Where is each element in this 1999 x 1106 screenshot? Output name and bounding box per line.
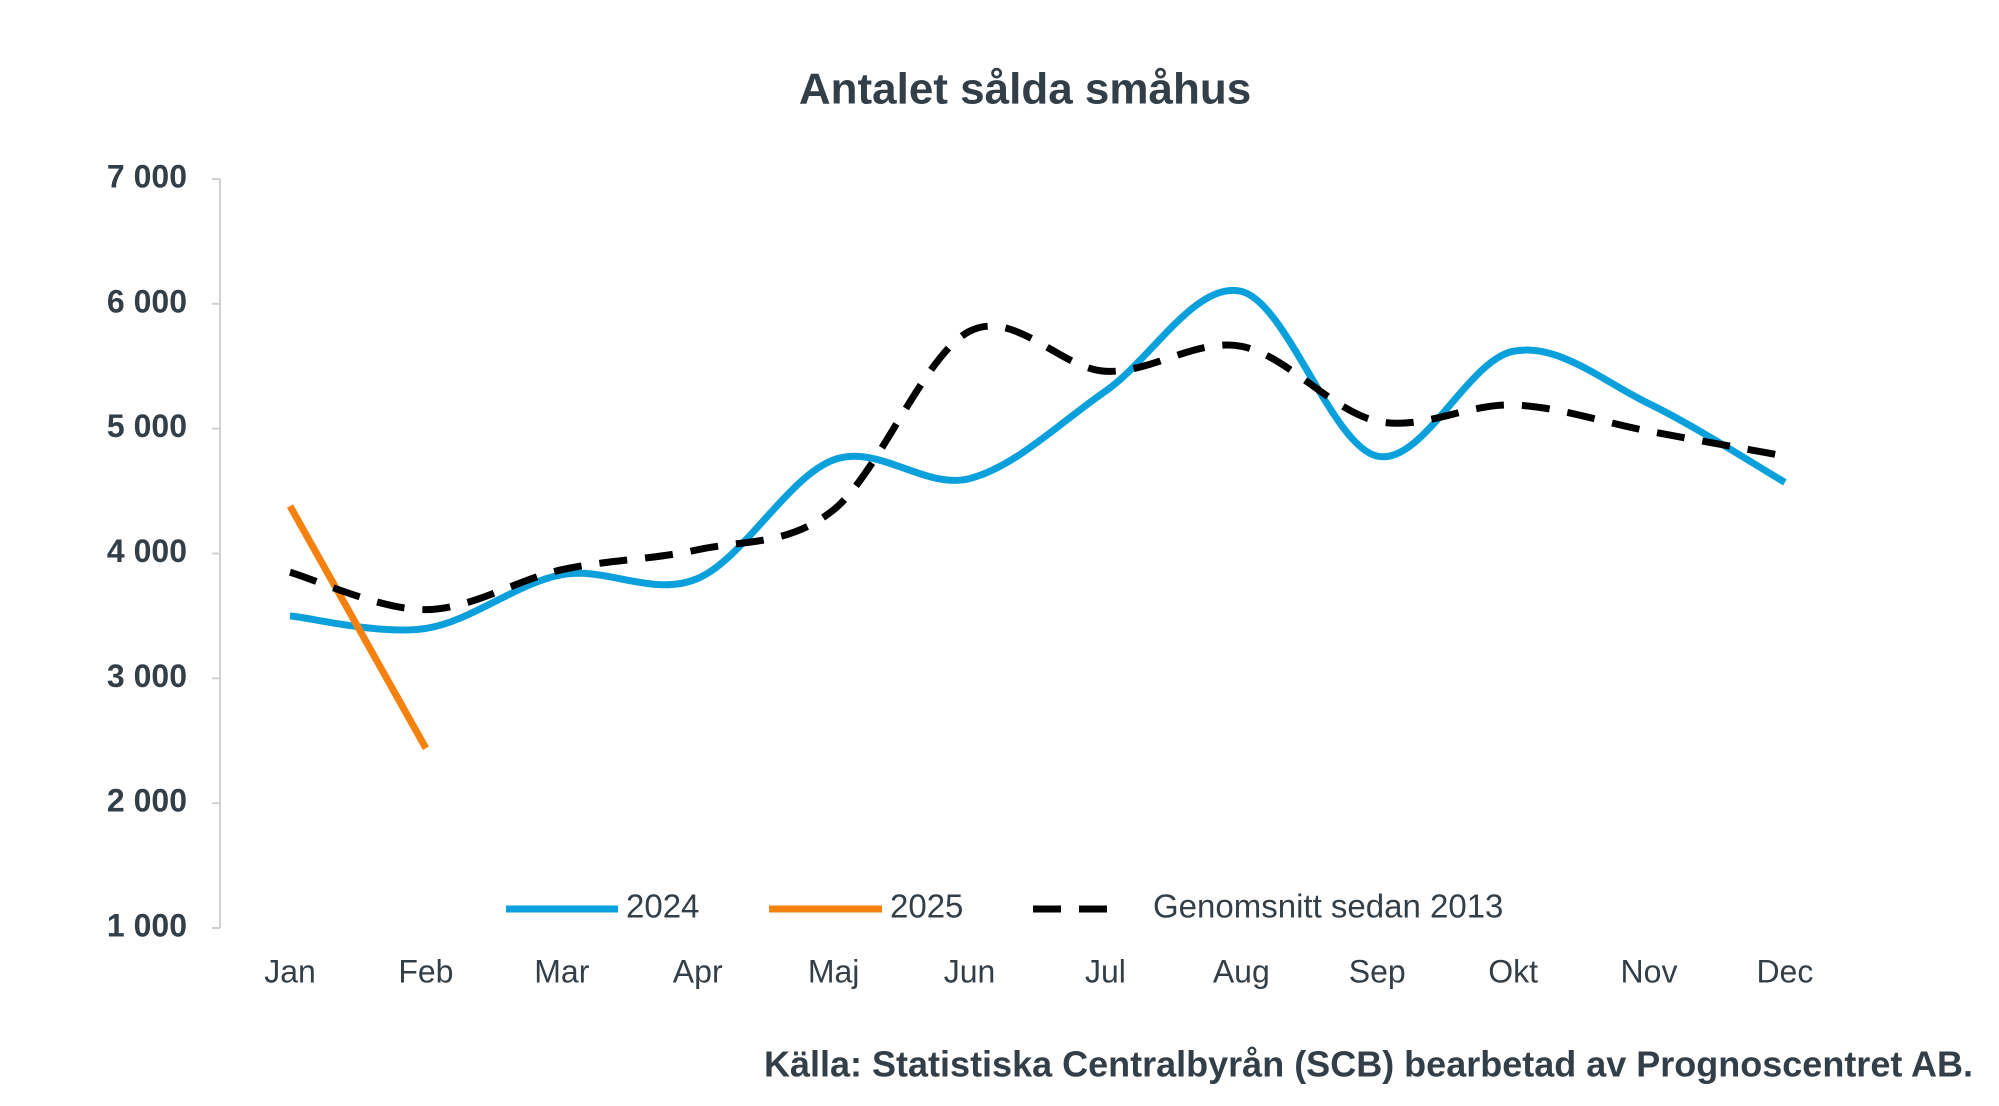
x-tick-label: Nov bbox=[1621, 953, 1678, 989]
y-tick-label: 4 000 bbox=[107, 533, 187, 569]
legend-label: Genomsnitt sedan 2013 bbox=[1153, 888, 1503, 925]
y-tick-label: 5 000 bbox=[107, 408, 187, 444]
series-line bbox=[289, 322, 1786, 614]
x-tick-label: Mar bbox=[534, 953, 589, 989]
y-tick-label: 2 000 bbox=[107, 783, 187, 819]
x-tick-label: Jun bbox=[944, 953, 996, 989]
x-tick-label: Sep bbox=[1349, 953, 1406, 989]
x-tick-label: Dec bbox=[1756, 953, 1813, 989]
x-tick-label: Apr bbox=[673, 953, 723, 989]
y-tick-label: 1 000 bbox=[107, 907, 187, 943]
chart-title: Antalet sålda småhus bbox=[799, 65, 1251, 114]
y-tick-label: 3 000 bbox=[107, 658, 187, 694]
y-tick-label: 6 000 bbox=[107, 283, 187, 319]
source-note: Källa: Statistiska Centralbyrån (SCB) be… bbox=[764, 1044, 1973, 1085]
x-tick-label: Jul bbox=[1085, 953, 1126, 989]
series-line bbox=[289, 286, 1787, 634]
x-tick-label: Maj bbox=[808, 953, 860, 989]
x-tick-label: Feb bbox=[398, 953, 453, 989]
series-line bbox=[286, 504, 429, 750]
legend-label: 2025 bbox=[890, 888, 963, 925]
x-tick-label: Aug bbox=[1213, 953, 1270, 989]
x-tick-label: Jan bbox=[264, 953, 316, 989]
x-tick-label: Okt bbox=[1488, 953, 1538, 989]
legend-label: 2024 bbox=[626, 888, 699, 925]
y-tick-label: 7 000 bbox=[107, 158, 187, 194]
